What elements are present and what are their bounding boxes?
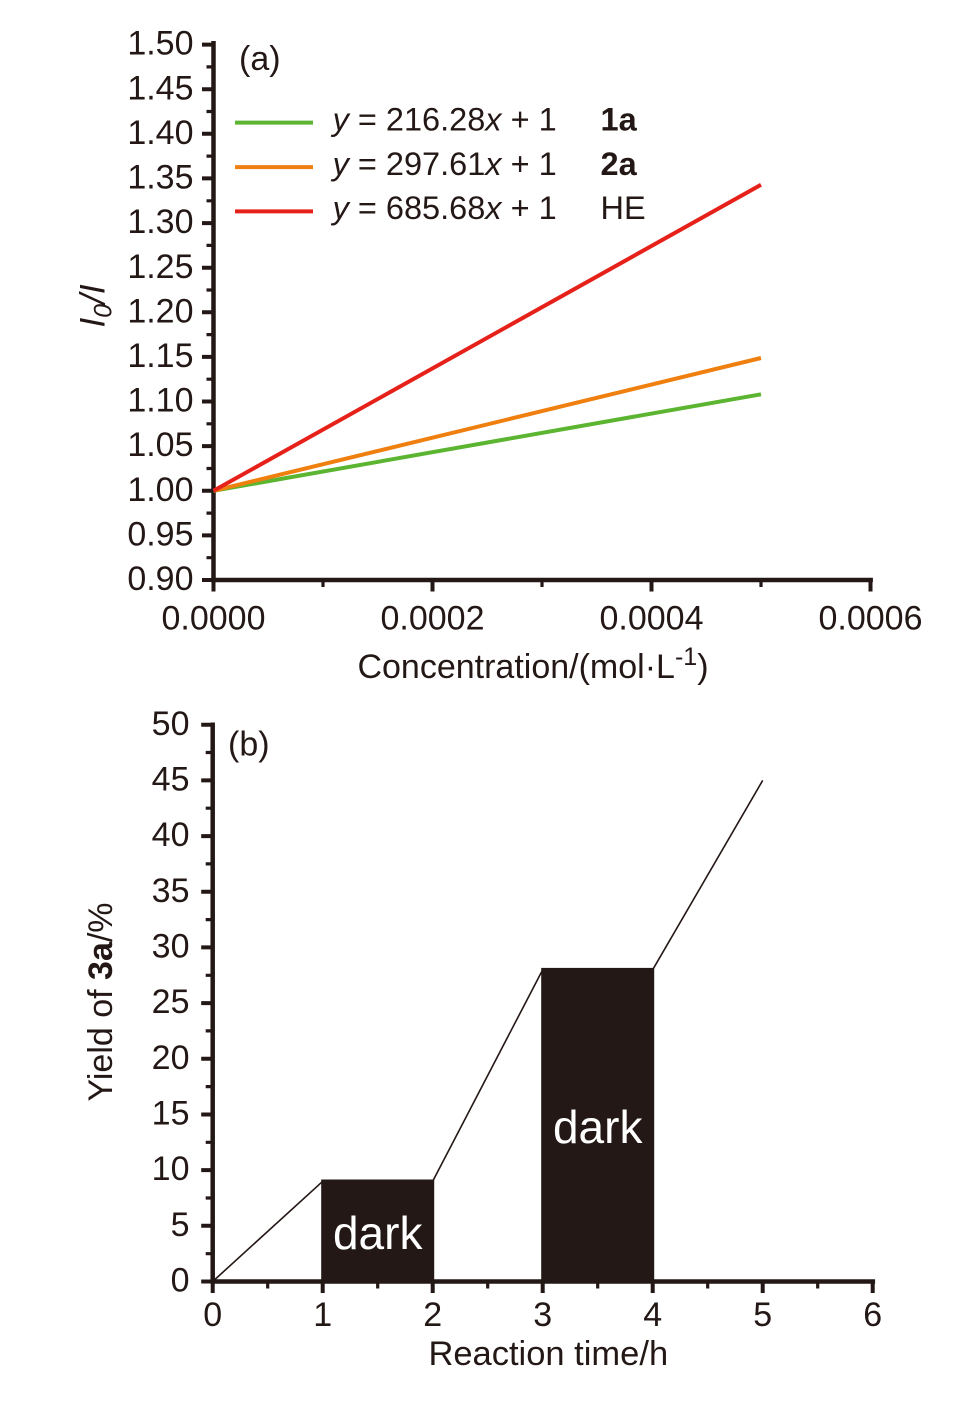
svg-text:2: 2 — [423, 1296, 442, 1334]
svg-text:0.95: 0.95 — [127, 516, 193, 554]
svg-text:3: 3 — [533, 1296, 552, 1334]
svg-text:Yield of 3a/%: Yield of 3a/% — [82, 902, 120, 1101]
svg-text:4: 4 — [643, 1296, 662, 1334]
svg-text:y = 685.68x + 1: y = 685.68x + 1 — [331, 190, 557, 226]
svg-text:0: 0 — [171, 1262, 190, 1300]
svg-text:y = 216.28x + 1: y = 216.28x + 1 — [331, 101, 557, 137]
svg-text:10: 10 — [152, 1150, 190, 1188]
svg-text:6: 6 — [863, 1296, 882, 1334]
svg-text:(b): (b) — [228, 726, 270, 764]
svg-text:40: 40 — [152, 816, 190, 854]
svg-text:(a): (a) — [239, 40, 281, 78]
svg-text:15: 15 — [152, 1095, 190, 1133]
svg-text:1.25: 1.25 — [127, 248, 193, 286]
svg-text:2a: 2a — [601, 146, 638, 182]
svg-text:1.10: 1.10 — [127, 382, 193, 420]
svg-text:0.0006: 0.0006 — [819, 600, 923, 638]
svg-text:1: 1 — [313, 1296, 332, 1334]
svg-text:45: 45 — [152, 761, 190, 799]
svg-text:0.0004: 0.0004 — [600, 600, 704, 638]
svg-text:1.15: 1.15 — [127, 337, 193, 375]
svg-text:1.00: 1.00 — [127, 471, 193, 509]
svg-text:dark: dark — [553, 1101, 643, 1153]
svg-text:1.40: 1.40 — [127, 114, 193, 152]
svg-text:1.45: 1.45 — [127, 69, 193, 107]
svg-text:5: 5 — [171, 1206, 190, 1244]
svg-text:HE: HE — [601, 190, 646, 226]
svg-text:50: 50 — [152, 705, 190, 743]
svg-text:35: 35 — [152, 872, 190, 910]
svg-text:dark: dark — [333, 1207, 423, 1259]
svg-text:1a: 1a — [601, 101, 638, 137]
svg-text:y = 297.61x + 1: y = 297.61x + 1 — [331, 146, 557, 182]
svg-text:0: 0 — [203, 1296, 222, 1334]
svg-text:1.30: 1.30 — [127, 203, 193, 241]
svg-text:1.05: 1.05 — [127, 426, 193, 464]
svg-text:0.0000: 0.0000 — [162, 600, 266, 638]
svg-text:Reaction time/h: Reaction time/h — [428, 1335, 668, 1373]
svg-text:0.0002: 0.0002 — [381, 600, 485, 638]
svg-text:1.35: 1.35 — [127, 159, 193, 197]
svg-text:30: 30 — [152, 928, 190, 966]
svg-text:20: 20 — [152, 1039, 190, 1077]
svg-text:1.20: 1.20 — [127, 292, 193, 330]
svg-text:0.90: 0.90 — [127, 560, 193, 598]
svg-text:5: 5 — [753, 1296, 772, 1334]
svg-text:25: 25 — [152, 983, 190, 1021]
svg-text:Concentration/(mol·L-1): Concentration/(mol·L-1) — [357, 643, 708, 686]
svg-text:1.50: 1.50 — [127, 25, 193, 63]
